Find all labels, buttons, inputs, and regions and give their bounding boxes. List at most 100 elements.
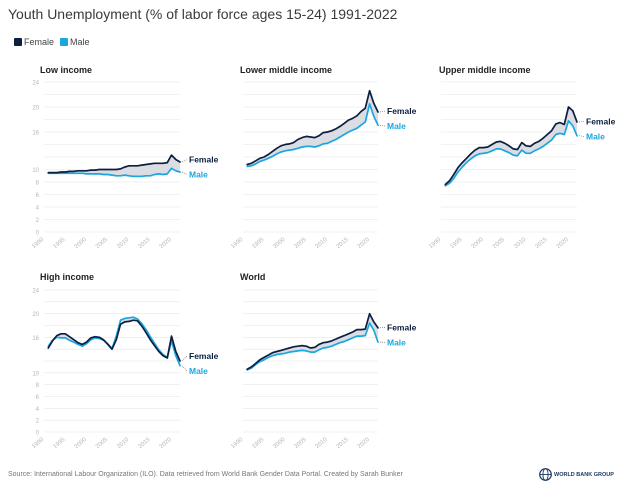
series-end-label-female: Female	[189, 155, 219, 165]
y-tick-label: 6	[36, 395, 40, 401]
series-line-female	[47, 319, 181, 362]
series-line-male	[444, 119, 578, 187]
series-end-label-female: Female	[189, 351, 219, 361]
y-tick-label: 8	[36, 181, 40, 187]
y-tick-label: 0	[36, 431, 40, 437]
x-tick-label: 1990	[31, 437, 46, 451]
series-line-female	[47, 154, 181, 174]
series-label-leader	[181, 171, 188, 175]
panel-title: High income	[40, 272, 94, 282]
panel-title: World	[240, 272, 265, 282]
x-tick-label: 2015	[137, 237, 152, 251]
y-tick-label: 10	[32, 168, 39, 174]
legend-swatch-male	[60, 38, 69, 46]
x-tick-label: 2000	[74, 437, 89, 451]
x-tick-label: 2010	[513, 237, 528, 251]
y-tick-label: 2	[36, 218, 40, 224]
series-end-label-male: Male	[189, 170, 208, 180]
x-tick-label: 2005	[492, 237, 507, 251]
panel-2: Upper middle income 1990 1995 2000 2005 2010 2…	[428, 65, 615, 250]
panel-4: World 1990 1995 2000 2005 2010 2015 2020 Female M…	[230, 272, 416, 450]
panel-title: Lower middle income	[240, 65, 332, 75]
series-label-leader	[181, 355, 188, 362]
x-tick-label: 1995	[52, 437, 67, 451]
series-end-label-female: Female	[586, 116, 616, 126]
series-label-leader	[379, 124, 386, 127]
source-footnote: Source: International Labour Organizatio…	[8, 471, 403, 478]
x-tick-label: 2010	[315, 237, 330, 251]
panel-title: Upper middle income	[439, 65, 531, 75]
series-end-label-male: Male	[387, 121, 406, 131]
x-tick-label: 1995	[251, 437, 266, 451]
x-tick-label: 2005	[95, 237, 110, 251]
x-tick-label: 2020	[357, 237, 372, 251]
gap-band	[247, 313, 378, 370]
legend-swatch-female	[14, 38, 22, 46]
y-tick-label: 6	[36, 193, 40, 199]
x-tick-label: 2020	[357, 437, 372, 451]
y-tick-label: 16	[32, 131, 39, 137]
x-tick-label: 2000	[471, 237, 486, 251]
x-tick-label: 2000	[272, 237, 287, 251]
series-label-leader	[578, 135, 585, 137]
x-tick-label: 2020	[159, 437, 174, 451]
panel-title: Low income	[40, 65, 92, 75]
series-label-leader	[578, 121, 585, 123]
series-label-leader	[379, 110, 386, 113]
x-tick-label: 2015	[534, 237, 549, 251]
x-tick-label: 1995	[251, 237, 266, 251]
globe-icon	[539, 468, 552, 481]
series-line-male	[246, 103, 379, 168]
y-tick-label: 24	[32, 81, 39, 87]
series-label-leader	[181, 159, 188, 163]
chart-title: Youth Unemployment (% of labor force age…	[8, 6, 398, 22]
x-tick-label: 1990	[31, 237, 46, 251]
legend-item-male: Male	[60, 37, 90, 47]
series-end-label-male: Male	[387, 337, 406, 347]
series-line-male	[246, 322, 379, 371]
gap-band	[48, 317, 180, 366]
y-tick-label: 24	[32, 289, 39, 295]
y-tick-label: 2	[36, 419, 40, 425]
y-tick-label: 4	[36, 206, 40, 212]
series-line-female	[246, 312, 379, 371]
y-tick-label: 20	[32, 106, 39, 112]
x-tick-label: 1995	[449, 237, 464, 251]
legend-label-male: Male	[70, 37, 90, 47]
panel-1: Lower middle income 1990 1995 2000 2005 2010 2…	[230, 65, 416, 250]
x-tick-label: 1995	[52, 237, 67, 251]
logo-text: WORLD BANK GROUP	[554, 471, 614, 478]
world-bank-logo: WORLD BANK GROUP	[539, 468, 614, 481]
x-tick-label: 2005	[293, 237, 308, 251]
legend: Female Male	[14, 37, 96, 47]
x-tick-label: 2015	[336, 437, 351, 451]
x-tick-label: 2005	[95, 437, 110, 451]
x-tick-label: 1990	[428, 237, 443, 251]
x-tick-label: 2020	[556, 237, 571, 251]
legend-label-female: Female	[24, 37, 55, 47]
x-tick-label: 2010	[315, 437, 330, 451]
x-tick-label: 1990	[230, 437, 245, 451]
legend-item-female: Female	[14, 37, 54, 47]
series-end-label-female: Female	[387, 106, 417, 116]
series-line-male	[47, 316, 181, 367]
y-tick-label: 20	[32, 312, 39, 318]
series-end-label-male: Male	[189, 366, 208, 376]
x-tick-label: 2015	[336, 237, 351, 251]
x-tick-label: 1990	[230, 237, 245, 251]
gap-band	[247, 90, 378, 167]
series-line-female	[246, 89, 379, 166]
series-end-label-male: Male	[586, 131, 605, 141]
y-tick-label: 0	[36, 231, 40, 237]
y-tick-label: 16	[32, 336, 39, 342]
x-tick-label: 2010	[116, 237, 131, 251]
x-tick-label: 2005	[293, 437, 308, 451]
x-tick-label: 2000	[272, 437, 287, 451]
y-tick-label: 4	[36, 407, 40, 413]
series-end-label-female: Female	[387, 322, 417, 332]
series-line-male	[47, 167, 181, 178]
x-tick-label: 2020	[159, 237, 174, 251]
